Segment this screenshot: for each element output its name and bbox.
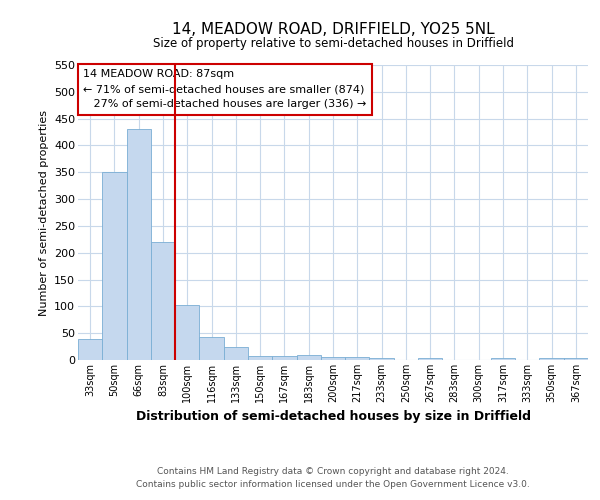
Bar [224,346,248,360]
Bar [564,358,588,360]
Bar [175,306,199,360]
Bar [151,242,175,360]
Bar [539,358,564,360]
Text: 14 MEADOW ROAD: 87sqm
← 71% of semi-detached houses are smaller (874)
   27% of : 14 MEADOW ROAD: 87sqm ← 71% of semi-deta… [83,70,367,109]
Bar [78,338,102,360]
Bar [345,358,370,360]
Bar [418,358,442,360]
Text: Contains HM Land Registry data © Crown copyright and database right 2024.
Contai: Contains HM Land Registry data © Crown c… [136,468,530,489]
Bar [296,355,321,360]
Bar [370,358,394,360]
Bar [127,130,151,360]
Bar [248,356,272,360]
Bar [199,337,224,360]
Bar [272,356,296,360]
Text: 14, MEADOW ROAD, DRIFFIELD, YO25 5NL: 14, MEADOW ROAD, DRIFFIELD, YO25 5NL [172,22,494,38]
Y-axis label: Number of semi-detached properties: Number of semi-detached properties [38,110,49,316]
X-axis label: Distribution of semi-detached houses by size in Driffield: Distribution of semi-detached houses by … [136,410,530,424]
Bar [491,358,515,360]
Text: Size of property relative to semi-detached houses in Driffield: Size of property relative to semi-detach… [152,38,514,51]
Bar [321,358,345,360]
Bar [102,172,127,360]
